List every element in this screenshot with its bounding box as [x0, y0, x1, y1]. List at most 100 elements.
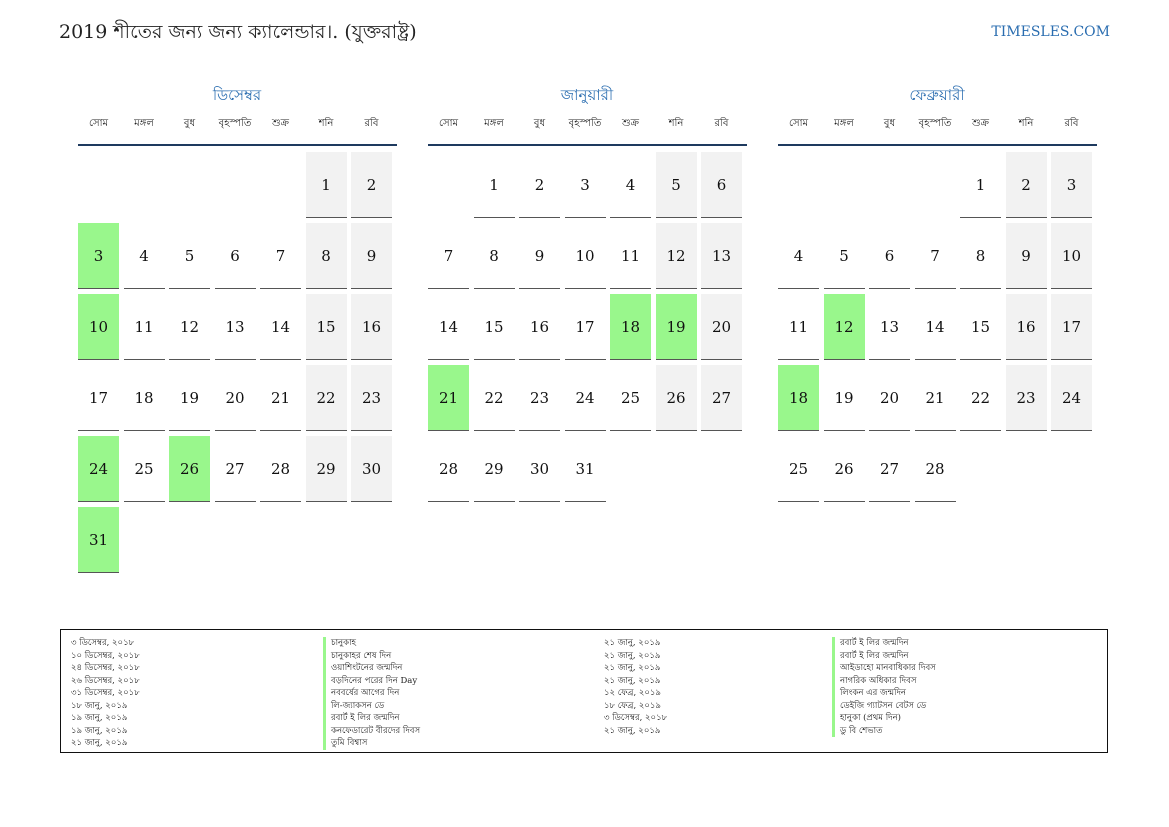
- day-cell[interactable]: 23: [351, 365, 392, 431]
- day-cell[interactable]: 6: [869, 223, 910, 289]
- day-cell[interactable]: 22: [960, 365, 1001, 431]
- day-cell[interactable]: 11: [610, 223, 651, 289]
- day-cell[interactable]: 23: [1005, 365, 1047, 431]
- day-cell[interactable]: 12: [655, 223, 697, 289]
- day-cell[interactable]: 25: [123, 436, 165, 502]
- day-cell[interactable]: 18: [123, 365, 165, 431]
- day-cell[interactable]: 4: [610, 152, 651, 218]
- day-cell[interactable]: 6: [701, 152, 742, 218]
- day-cell[interactable]: 17: [78, 365, 119, 431]
- day-cell[interactable]: 25: [778, 436, 819, 502]
- day-cell[interactable]: 2: [351, 152, 392, 218]
- day-cell[interactable]: 15: [960, 294, 1001, 360]
- day-cell[interactable]: 11: [123, 294, 165, 360]
- day-cell[interactable]: 10: [78, 294, 119, 360]
- empty-cell: [915, 152, 956, 218]
- day-cell[interactable]: 7: [260, 223, 301, 289]
- site-link[interactable]: TIMESLES.COM: [991, 24, 1110, 40]
- day-cell[interactable]: 2: [1005, 152, 1047, 218]
- day-cell[interactable]: 28: [260, 436, 301, 502]
- day-cell[interactable]: 28: [428, 436, 469, 502]
- day-cell[interactable]: 3: [564, 152, 606, 218]
- day-cell[interactable]: 2: [519, 152, 560, 218]
- day-cell[interactable]: 30: [351, 436, 392, 502]
- day-cell[interactable]: 9: [351, 223, 392, 289]
- day-cell[interactable]: 27: [869, 436, 910, 502]
- day-cell[interactable]: 15: [305, 294, 347, 360]
- day-cell[interactable]: 20: [701, 294, 742, 360]
- day-cell[interactable]: 19: [169, 365, 210, 431]
- day-cell[interactable]: 14: [428, 294, 469, 360]
- day-cell[interactable]: 29: [305, 436, 347, 502]
- day-cell[interactable]: 3: [1051, 152, 1092, 218]
- day-cell[interactable]: 21: [260, 365, 301, 431]
- day-cell[interactable]: 26: [655, 365, 697, 431]
- day-cell[interactable]: 15: [473, 294, 515, 360]
- day-cell[interactable]: 27: [701, 365, 742, 431]
- legend-date: ২১ জানু, ২০১৯: [604, 725, 661, 736]
- day-cell[interactable]: 16: [519, 294, 560, 360]
- day-cell[interactable]: 8: [960, 223, 1001, 289]
- day-cell[interactable]: 24: [78, 436, 119, 502]
- day-cell[interactable]: 14: [914, 294, 956, 360]
- day-cell[interactable]: 8: [473, 223, 515, 289]
- day-cell[interactable]: 4: [778, 223, 819, 289]
- day-cell[interactable]: 13: [701, 223, 742, 289]
- day-cell[interactable]: 18: [610, 294, 651, 360]
- page-title: 2019 শীতের জন্য জন্য ক্যালেন্ডার।. (যুক্…: [59, 21, 417, 43]
- day-cell[interactable]: 17: [1051, 294, 1092, 360]
- day-cell[interactable]: 21: [428, 365, 469, 431]
- day-cell[interactable]: 26: [169, 436, 210, 502]
- day-cell[interactable]: 31: [78, 507, 119, 573]
- day-cell[interactable]: 29: [473, 436, 515, 502]
- day-cell[interactable]: 9: [519, 223, 560, 289]
- day-cell[interactable]: 19: [655, 294, 697, 360]
- day-cell[interactable]: 1: [960, 152, 1001, 218]
- day-cell[interactable]: 22: [473, 365, 515, 431]
- day-cell[interactable]: 1: [473, 152, 515, 218]
- day-cell[interactable]: 31: [564, 436, 606, 502]
- day-cell[interactable]: 7: [428, 223, 469, 289]
- day-cell[interactable]: 9: [1005, 223, 1047, 289]
- day-cell[interactable]: 10: [564, 223, 606, 289]
- day-cell[interactable]: 22: [305, 365, 347, 431]
- day-cell[interactable]: 26: [823, 436, 865, 502]
- day-cell[interactable]: 14: [260, 294, 301, 360]
- day-cell[interactable]: 5: [823, 223, 865, 289]
- day-cell[interactable]: 3: [78, 223, 119, 289]
- day-cell[interactable]: 24: [564, 365, 606, 431]
- day-cell[interactable]: 10: [1051, 223, 1092, 289]
- day-cell[interactable]: 16: [351, 294, 392, 360]
- day-cell[interactable]: 17: [564, 294, 606, 360]
- day-cell[interactable]: 12: [169, 294, 210, 360]
- day-cell[interactable]: 19: [823, 365, 865, 431]
- day-cell[interactable]: 28: [914, 436, 956, 502]
- day-cell[interactable]: 1: [305, 152, 347, 218]
- day-cell[interactable]: 4: [123, 223, 165, 289]
- day-cell[interactable]: 13: [214, 294, 256, 360]
- day-cell[interactable]: 13: [869, 294, 910, 360]
- legend-date: ২১ জানু, ২০১৯: [604, 675, 661, 686]
- legend-holiday-name: ওয়াশিংটনের জন্মদিন: [323, 662, 420, 675]
- day-cell[interactable]: 18: [778, 365, 819, 431]
- day-cell[interactable]: 8: [305, 223, 347, 289]
- day-cell[interactable]: 25: [610, 365, 651, 431]
- day-cell[interactable]: 27: [214, 436, 256, 502]
- day-cell[interactable]: 21: [914, 365, 956, 431]
- weekday-label: বৃহস্পতি: [918, 118, 952, 129]
- day-cell[interactable]: 24: [1051, 365, 1092, 431]
- legend-date: ১৮ ফেব্র, ২০১৯: [604, 700, 661, 711]
- day-cell[interactable]: 5: [655, 152, 697, 218]
- day-cell[interactable]: 23: [519, 365, 560, 431]
- day-cell[interactable]: 7: [914, 223, 956, 289]
- day-cell[interactable]: 16: [1005, 294, 1047, 360]
- legend-dates-right: ২১ জানু, ২০১৯ ২১ জানু, ২০১৯ ২১ জানু, ২০১৯ ২…: [604, 637, 667, 737]
- day-cell[interactable]: 11: [778, 294, 819, 360]
- day-cell[interactable]: 30: [519, 436, 560, 502]
- legend-holiday-name: রবার্ট ই লির জন্মদিন: [832, 637, 936, 650]
- day-cell[interactable]: 20: [869, 365, 910, 431]
- day-cell[interactable]: 6: [214, 223, 256, 289]
- day-cell[interactable]: 20: [214, 365, 256, 431]
- day-cell[interactable]: 5: [169, 223, 210, 289]
- day-cell[interactable]: 12: [823, 294, 865, 360]
